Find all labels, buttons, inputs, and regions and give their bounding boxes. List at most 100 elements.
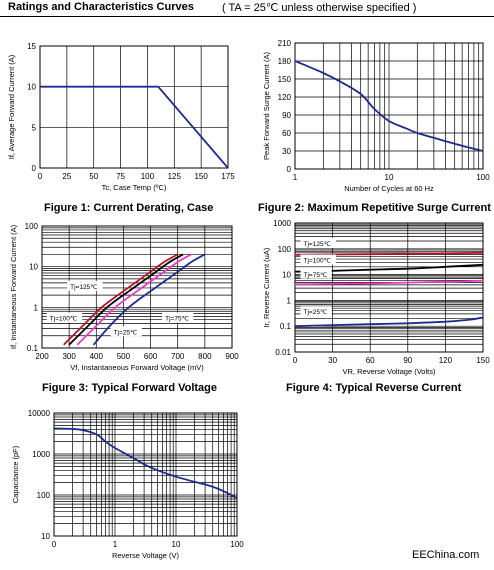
x-tick-label: 75 bbox=[116, 172, 125, 181]
x-tick-label: 0 bbox=[38, 172, 43, 181]
y-tick-label: 1000 bbox=[32, 450, 50, 459]
header-divider bbox=[0, 16, 494, 17]
y-tick-label: 10 bbox=[41, 532, 50, 541]
annotation-bg bbox=[110, 326, 142, 337]
x-tick-label: 1 bbox=[113, 540, 118, 549]
y-tick-label: 0 bbox=[32, 164, 37, 173]
chart-fig2: 1 10 100 0 30 60 90 120 150 180 210 Number of Cycle… bbox=[262, 39, 490, 193]
y-tick-label: 5 bbox=[32, 123, 37, 132]
series-line-series-1 bbox=[54, 427, 237, 499]
chart-fig3: 200 300 400 500 600 700 800 900 0.1 1 10 100 Vf, Ins… bbox=[9, 222, 239, 372]
page-title: Ratings and Characteristics Curves bbox=[8, 1, 194, 13]
series-annotation: Tj=100℃ bbox=[304, 258, 332, 265]
series-line-tj-75- bbox=[295, 279, 483, 286]
y-tick-label: 210 bbox=[278, 39, 292, 48]
x-tick-label: 50 bbox=[89, 172, 98, 181]
chart-fig1: 0 25 50 75 100 125 150 175 0 5 10 15 Tc, Case Temp (… bbox=[7, 42, 235, 192]
x-tick-label: 125 bbox=[168, 172, 182, 181]
y-tick-label: 10 bbox=[27, 83, 36, 92]
test-condition: ( TA = 25℃ unless otherwise specified ) bbox=[222, 2, 417, 14]
x-tick-label: 400 bbox=[90, 352, 104, 361]
y-tick-label: 10 bbox=[29, 263, 38, 272]
figure-2-caption: Figure 2: Maximum Repetitive Surge Curre… bbox=[258, 202, 491, 214]
y-tick-label: 60 bbox=[282, 129, 291, 138]
series-annotation: Tj=25℃ bbox=[304, 309, 328, 316]
y-tick-label: 180 bbox=[278, 57, 292, 66]
x-axis-label: Reverse Voltage (V) bbox=[112, 551, 180, 560]
x-tick-label: 175 bbox=[221, 172, 235, 181]
x-tick-label: 800 bbox=[198, 352, 212, 361]
x-tick-label: 60 bbox=[366, 356, 375, 365]
y-axis-label: Capacitance (pF) bbox=[11, 445, 20, 503]
series-line-tj-125- bbox=[295, 251, 483, 256]
x-tick-label: 100 bbox=[230, 540, 244, 549]
chart-fig4: 0 30 60 90 120 150 0.01 0.1 1 10 100 1000 VR, Revers… bbox=[262, 219, 490, 376]
x-tick-label: 90 bbox=[403, 356, 412, 365]
series-line-series-1 bbox=[295, 60, 483, 152]
x-axis-label: Vf, Instantaneous Forward Voltage (mV) bbox=[70, 363, 204, 372]
x-tick-label: 1 bbox=[293, 173, 298, 182]
x-tick-label: 900 bbox=[225, 352, 239, 361]
y-tick-label: 1 bbox=[34, 303, 39, 312]
annotation-bg bbox=[300, 254, 336, 265]
figure-4-caption: Figure 4: Typical Reverse Current bbox=[286, 382, 462, 394]
y-tick-label: 15 bbox=[27, 42, 36, 51]
series-line-tj-25- bbox=[295, 316, 483, 328]
y-tick-label: 100 bbox=[25, 222, 39, 231]
y-tick-label: 10000 bbox=[28, 409, 51, 418]
x-tick-label: 150 bbox=[194, 172, 208, 181]
y-axis-label: Peak Forward Surge Current (A) bbox=[262, 52, 271, 160]
y-tick-label: 150 bbox=[278, 75, 292, 84]
plot-frame bbox=[39, 45, 229, 169]
y-tick-label: 1000 bbox=[273, 219, 291, 228]
series-annotation: Tj=125℃ bbox=[70, 284, 98, 291]
x-tick-label: 700 bbox=[171, 352, 185, 361]
series-line-tj-125- bbox=[63, 253, 179, 346]
y-tick-label: 0 bbox=[287, 165, 292, 174]
plot-frame bbox=[41, 225, 233, 349]
x-tick-label: 100 bbox=[476, 173, 490, 182]
series-annotation: Tj=25℃ bbox=[114, 329, 138, 336]
x-axis-label: Number of Cycles at 60 Hz bbox=[344, 184, 434, 193]
x-tick-label: 200 bbox=[35, 352, 49, 361]
series-line-tj-75- bbox=[76, 253, 192, 346]
series-annotation: Tj=100℃ bbox=[50, 316, 78, 323]
x-tick-label: 100 bbox=[141, 172, 155, 181]
annotation-bg bbox=[46, 312, 83, 323]
chart-fig5: 0 1 10 100 10 100 1000 10000 Reverse Voltage (V)… bbox=[11, 409, 244, 560]
y-tick-label: 10 bbox=[282, 271, 291, 280]
y-axis-label: Ir, Reverse Current (uA) bbox=[262, 247, 271, 327]
y-tick-label: 100 bbox=[37, 491, 51, 500]
x-tick-label: 10 bbox=[385, 173, 394, 182]
x-tick-label: 600 bbox=[144, 352, 158, 361]
x-tick-label: 300 bbox=[62, 352, 76, 361]
x-tick-label: 30 bbox=[328, 356, 337, 365]
y-tick-label: 90 bbox=[282, 111, 291, 120]
x-tick-label: 0 bbox=[293, 356, 298, 365]
x-tick-label: 500 bbox=[117, 352, 131, 361]
y-tick-label: 0.01 bbox=[275, 348, 291, 357]
y-tick-label: 100 bbox=[278, 245, 292, 254]
series-line-tj-25- bbox=[92, 253, 206, 346]
series-annotation: Tj=125℃ bbox=[304, 241, 332, 248]
y-axis-label: If, Average Forward Current (A) bbox=[7, 54, 16, 159]
watermark: EEChina.com bbox=[412, 549, 480, 561]
y-tick-label: 120 bbox=[278, 93, 292, 102]
x-axis-label: Tc, Case Temp (ºC) bbox=[102, 183, 167, 192]
x-tick-label: 120 bbox=[439, 356, 453, 365]
x-tick-label: 150 bbox=[476, 356, 490, 365]
annotation-bg bbox=[300, 306, 332, 317]
plot-frame bbox=[294, 222, 484, 353]
y-axis-label: If, Instantaneous Forward Current (A) bbox=[9, 224, 18, 349]
x-tick-label: 0 bbox=[52, 540, 57, 549]
y-tick-label: 0.1 bbox=[280, 322, 292, 331]
series-annotation: Tj=75℃ bbox=[165, 316, 189, 323]
plot-frame bbox=[294, 42, 484, 170]
y-tick-label: 30 bbox=[282, 147, 291, 156]
annotation-bg bbox=[162, 312, 194, 323]
series-line-tj-100- bbox=[68, 253, 184, 346]
figure-3-caption: Figure 3: Typical Forward Voltage bbox=[42, 382, 218, 394]
x-tick-label: 25 bbox=[62, 172, 71, 181]
annotation-bg bbox=[67, 280, 103, 291]
